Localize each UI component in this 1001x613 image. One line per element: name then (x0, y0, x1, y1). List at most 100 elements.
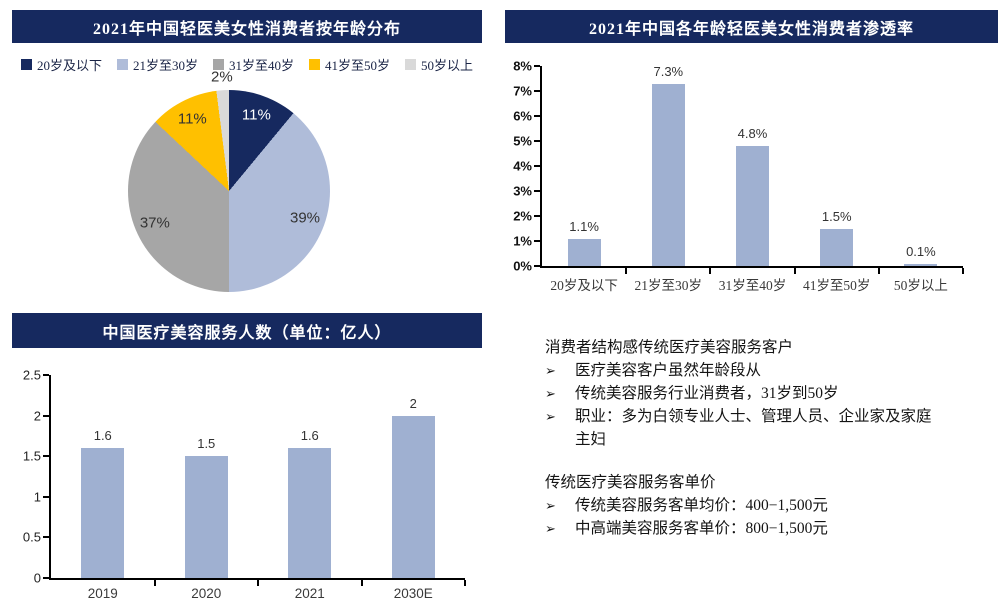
pie-slice-label: 37% (139, 214, 170, 232)
legend-swatch (405, 58, 417, 70)
x-axis-label: 21岁至30岁 (634, 278, 703, 293)
bar (567, 238, 601, 266)
y-axis-label: 8% (513, 58, 532, 74)
legend-item: 31岁至40岁 (212, 55, 294, 74)
x-tick (877, 268, 880, 274)
bullet-text: 中高端美容服务客单价：800−1,500元 (575, 520, 828, 537)
y-axis-label: 0 (33, 570, 41, 586)
y-axis-label: 1% (513, 233, 532, 249)
y-axis-label: 4% (513, 158, 532, 174)
bar-value-label: 7.3% (653, 63, 684, 79)
notes-section-heading: 传统医疗美容服务客单价 (545, 474, 716, 491)
bar (904, 263, 938, 266)
y-tick (534, 215, 540, 217)
bar-value-label: 2 (409, 395, 417, 411)
y-tick (43, 536, 49, 539)
y-tick (534, 65, 540, 67)
x-tick (360, 580, 363, 586)
bar-value-label: 1.5 (197, 436, 216, 452)
x-tick (793, 268, 796, 274)
note-bullet: ➢ 职业：多为白领专业人士、管理人员、企业家及家庭主妇 (545, 405, 943, 451)
bar-value-label: 1.6 (300, 428, 319, 444)
x-axis-label: 2020 (191, 586, 222, 601)
bar (288, 448, 332, 578)
y-axis-label: 0% (513, 258, 532, 274)
y-axis-label: 5% (513, 133, 532, 149)
y-axis-label: 3% (513, 183, 532, 199)
legend-item: 21岁至30岁 (116, 55, 198, 74)
legend-item: 41岁至50岁 (309, 55, 390, 74)
penetration-title-bar: 2021年中国各年龄轻医美女性消费者渗透率 (505, 10, 998, 43)
bullet-arrow-icon: ➢ (545, 409, 556, 424)
x-tick (153, 580, 156, 586)
bar-value-label: 4.8% (737, 126, 768, 141)
x-axis-label: 41岁至50岁 (802, 278, 871, 293)
note-bullet: ➢ 传统美容服务客单均价：400−1,500元 (545, 494, 943, 517)
bar (184, 456, 228, 578)
y-tick (534, 240, 540, 242)
y-axis-label: 7% (513, 83, 532, 99)
legend-label: 50岁以上 (421, 57, 474, 73)
pie-slice-label: 11% (241, 106, 271, 124)
bar-value-label: 1.6 (93, 428, 112, 444)
notes-section-heading: 消费者结构感传统医疗美容服务客户 (545, 339, 794, 356)
y-axis-label: 1 (33, 489, 41, 505)
service-title-bar: 中国医疗美容服务人数（单位：亿人） (12, 313, 482, 348)
y-axis-label: 6% (513, 108, 532, 124)
notes-section-gap (545, 451, 943, 471)
legend-label: 31岁至40岁 (228, 57, 294, 73)
pie-legend: 20岁及以下 21岁至30岁 31岁至40岁 41岁至50岁 50岁以上 (12, 55, 482, 74)
bar (651, 83, 685, 266)
x-tick (257, 580, 259, 586)
bar (391, 415, 435, 578)
legend-swatch (212, 58, 224, 70)
bar (820, 228, 854, 266)
x-axis-label: 2021 (294, 586, 325, 601)
bullet-arrow-icon: ➢ (545, 363, 556, 378)
bar (81, 448, 125, 578)
bullet-text: 传统美容服务行业消费者，31岁到50岁 (575, 385, 839, 402)
penetration-plot: 0% 1% 2% 3% 4% 5% 6% 7% 8% 1.1% 20岁及以下 7.3% 21岁至30岁 4… (513, 59, 964, 293)
pie-slice-label: 39% (290, 209, 321, 227)
bullet-text: 职业：多为白领专业人士、管理人员、企业家及家庭主妇 (575, 408, 932, 448)
service-plot: 0 0.5 1 1.5 2 2.5 1.6 2019 1.5 2020 1.6 2021 2 2030E (23, 368, 466, 601)
y-axis-label: 2.5 (22, 367, 41, 383)
x-tick (625, 268, 628, 274)
bullet-text: 传统美容服务客单均价：400−1,500元 (575, 497, 828, 514)
pie-slice-label: 2% (210, 68, 233, 86)
y-axis-label: 0.5 (22, 529, 41, 545)
legend-label: 41岁至50岁 (325, 57, 391, 73)
x-axis-label: 2030E (393, 586, 433, 601)
notes-block: 消费者结构感传统医疗美容服务客户 ➢ 医疗美容客户虽然年龄段从 ➢ 传统美容服务… (545, 336, 943, 540)
legend-item: 50岁以上 (405, 55, 473, 74)
note-bullet: ➢ 中高端美容服务客单价：800−1,500元 (545, 517, 943, 540)
y-tick (534, 265, 540, 267)
legend-swatch (20, 58, 32, 70)
bar-value-label: 1.5% (821, 208, 852, 224)
legend-item: 20岁及以下 (20, 55, 102, 74)
bullet-arrow-icon: ➢ (545, 386, 556, 401)
pie-circle (128, 90, 330, 292)
y-tick (43, 374, 49, 376)
y-axis-label: 2 (33, 408, 41, 424)
x-axis-label: 2019 (87, 586, 118, 601)
y-tick (43, 577, 49, 579)
pie-chart: 11% 39% 37% 11% 2% (128, 69, 330, 292)
y-tick (534, 165, 540, 167)
bullet-text: 医疗美容客户虽然年龄段从 (575, 362, 762, 379)
x-axis-label: 31岁至40岁 (718, 278, 787, 293)
x-tick (464, 580, 466, 586)
x-axis-label: 50岁以上 (893, 278, 948, 293)
x-tick (962, 268, 964, 274)
y-tick (43, 455, 49, 458)
bar-value-label: 0.1% (906, 243, 936, 259)
pie-title-bar: 2021年中国轻医美女性消费者按年龄分布 (12, 10, 482, 43)
bullet-arrow-icon: ➢ (545, 521, 556, 536)
bullet-arrow-icon: ➢ (545, 498, 556, 513)
legend-label: 20岁及以下 (36, 57, 102, 73)
legend-label: 21岁至30岁 (132, 57, 198, 73)
y-axis-label: 2% (513, 208, 532, 224)
y-tick (534, 190, 540, 192)
legend-swatch (116, 58, 128, 70)
